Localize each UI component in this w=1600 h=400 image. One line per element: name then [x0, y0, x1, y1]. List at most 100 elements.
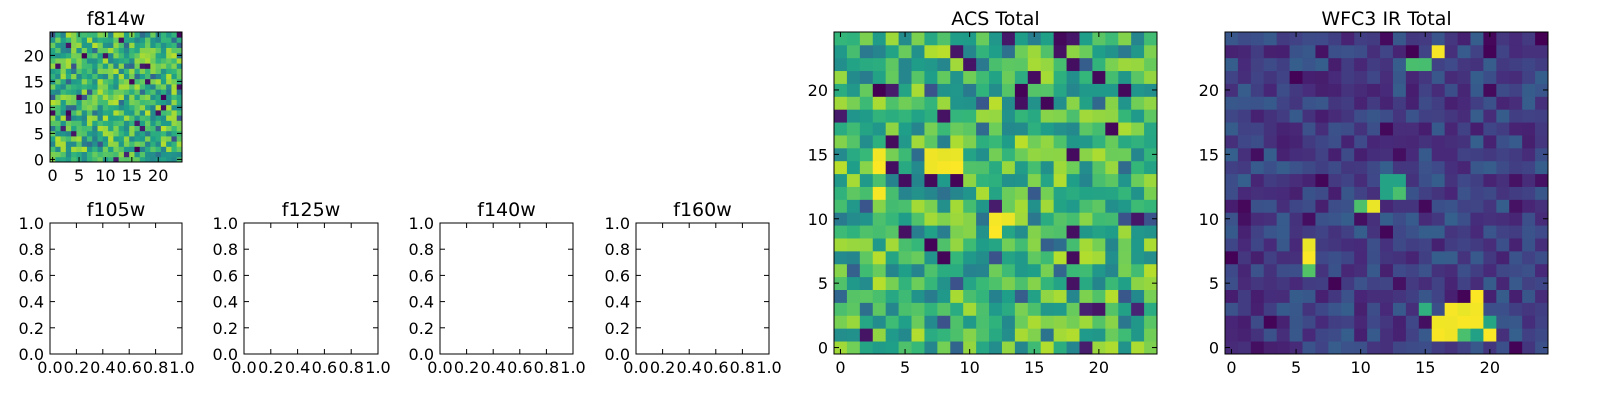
heatmap-cell — [155, 104, 162, 111]
heatmap-cell — [1053, 173, 1067, 187]
heatmap-cell — [846, 83, 861, 97]
heatmap-cell — [160, 120, 167, 126]
heatmap-cell — [65, 68, 72, 74]
heatmap-cell — [92, 115, 98, 121]
heatmap-cell — [160, 52, 167, 59]
heatmap-cell — [898, 302, 912, 316]
heatmap-cell — [1315, 109, 1329, 123]
heatmap-cell — [65, 37, 72, 43]
heatmap-cell — [60, 58, 67, 64]
heatmap-cell — [160, 68, 167, 74]
heatmap-cell — [1341, 225, 1355, 239]
heatmap-cell — [1444, 70, 1458, 84]
heatmap-cell — [1470, 57, 1484, 72]
heatmap-cell — [1431, 147, 1446, 162]
heatmap-cell — [1444, 57, 1458, 72]
heatmap-cell — [1444, 276, 1458, 290]
heatmap-cell — [86, 130, 93, 137]
heatmap-cell — [55, 146, 61, 152]
heatmap-cell — [71, 73, 77, 80]
heatmap-cell — [1483, 328, 1497, 342]
heatmap-cell — [1079, 70, 1093, 84]
heatmap-cell — [1066, 199, 1080, 213]
heatmap-cell — [123, 32, 130, 38]
x-tick-label: 1.0 — [365, 358, 390, 377]
heatmap-cell — [1289, 186, 1303, 200]
heatmap-cell — [60, 73, 67, 80]
heatmap-cell — [81, 42, 88, 48]
heatmap-cell — [176, 63, 183, 69]
heatmap-cell — [113, 136, 120, 142]
heatmap-cell — [898, 44, 912, 59]
heatmap-cell — [1066, 160, 1080, 175]
heatmap-cell — [1354, 225, 1368, 239]
heatmap-cell — [1522, 289, 1536, 303]
heatmap-cell — [834, 122, 848, 136]
heatmap-cell — [97, 52, 104, 59]
heatmap-cell — [1328, 32, 1342, 46]
heatmap-cell — [1105, 263, 1119, 278]
heatmap-cell — [155, 136, 162, 142]
heatmap-cell — [911, 32, 925, 46]
heatmap-cell — [950, 341, 964, 355]
heatmap-cell — [1053, 147, 1067, 162]
heatmap-cell — [846, 302, 861, 316]
x-tick-label: 10 — [95, 166, 115, 185]
heatmap-cell — [1289, 328, 1303, 342]
heatmap-cell — [123, 125, 130, 132]
heatmap-cell — [166, 89, 172, 95]
heatmap-cell — [976, 32, 990, 46]
heatmap-cell — [1276, 212, 1290, 226]
heatmap-cell — [150, 78, 156, 85]
heatmap-cell — [150, 156, 156, 163]
heatmap-cell — [1483, 341, 1497, 355]
heatmap-cell — [846, 328, 861, 342]
heatmap-cell — [1457, 289, 1471, 303]
heatmap-cell — [1535, 250, 1549, 265]
heatmap-cell — [1380, 44, 1394, 59]
heatmap-cell — [118, 104, 125, 111]
heatmap-cell — [937, 315, 951, 329]
heatmap-cell — [1392, 186, 1407, 200]
heatmap-cell — [1053, 341, 1067, 355]
heatmap-cell — [1522, 225, 1536, 239]
heatmap-cell — [1483, 225, 1497, 239]
heatmap-cell — [1535, 122, 1549, 136]
heatmap-cell — [171, 32, 178, 38]
heatmap-cell — [1040, 186, 1055, 200]
heatmap-cell — [1470, 276, 1484, 290]
heatmap-cell — [108, 136, 114, 142]
heatmap-cell — [145, 130, 151, 137]
heatmap-cell — [1535, 263, 1549, 278]
heatmap-cell — [1367, 276, 1381, 290]
heatmap-cell — [160, 58, 167, 64]
heatmap-cell — [1144, 276, 1158, 290]
heatmap-cell — [118, 125, 125, 132]
heatmap-cell — [1276, 109, 1290, 123]
heatmap-cell — [102, 136, 109, 142]
heatmap-cell — [1225, 160, 1239, 175]
heatmap-cell — [1444, 122, 1458, 136]
heatmap-cell — [1040, 212, 1055, 226]
heatmap-cell — [50, 99, 56, 106]
heatmap-cell — [1483, 276, 1497, 290]
heatmap-cell — [1092, 147, 1106, 162]
heatmap-cell — [989, 186, 1003, 200]
heatmap-cell — [134, 94, 141, 100]
heatmap-cell — [134, 84, 141, 90]
heatmap-cell — [1263, 225, 1278, 239]
heatmap-cell — [1079, 238, 1093, 252]
heatmap-cell — [1027, 186, 1042, 200]
heatmap-cell — [1457, 212, 1471, 226]
heatmap-cell — [1535, 212, 1549, 226]
heatmap-cell — [1380, 32, 1394, 46]
heatmap-cell — [1302, 315, 1316, 329]
heatmap-cell — [1302, 147, 1316, 162]
heatmap-cell — [134, 146, 141, 152]
heatmap-cell — [155, 125, 162, 132]
heatmap-cell — [846, 122, 861, 136]
heatmap-cell — [1380, 315, 1394, 329]
heatmap-cell — [963, 109, 977, 123]
heatmap-cell — [60, 63, 67, 69]
heatmap-cell — [1144, 173, 1158, 187]
